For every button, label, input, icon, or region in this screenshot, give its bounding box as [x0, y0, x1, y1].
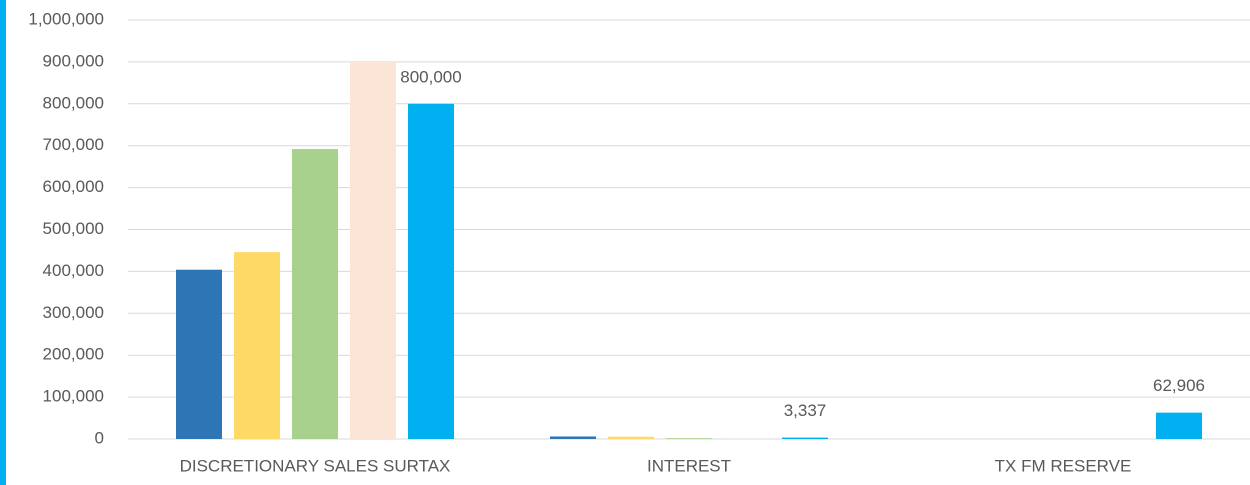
y-tick-label: 400,000: [43, 261, 104, 280]
y-tick-label: 0: [95, 428, 104, 447]
side-accent: [0, 0, 6, 485]
y-tick-label: 600,000: [43, 177, 104, 196]
bar: [608, 436, 654, 439]
y-tick-label: 900,000: [43, 51, 104, 70]
y-tick-label: 500,000: [43, 219, 104, 238]
y-tick-label: 700,000: [43, 135, 104, 154]
data-label: 800,000: [400, 67, 461, 86]
y-tick-label: 300,000: [43, 303, 104, 322]
x-tick-label: DISCRETIONARY SALES SURTAX: [180, 456, 451, 475]
x-tick-label: TX FM RESERVE: [995, 456, 1132, 475]
y-tick-label: 1,000,000: [28, 9, 104, 28]
bar: [1156, 412, 1202, 439]
y-tick-label: 800,000: [43, 93, 104, 112]
data-label: 3,337: [784, 401, 827, 420]
x-tick-label: INTEREST: [647, 456, 731, 475]
bar: [234, 252, 280, 439]
bar: [666, 438, 712, 439]
bar: [176, 269, 222, 439]
bar: [292, 149, 338, 439]
data-label: 62,906: [1153, 376, 1205, 395]
y-tick-label: 200,000: [43, 345, 104, 364]
y-tick-label: 100,000: [43, 387, 104, 406]
bar: [350, 61, 396, 440]
bar: [782, 437, 828, 439]
bar: [550, 436, 596, 439]
bar: [408, 103, 454, 440]
